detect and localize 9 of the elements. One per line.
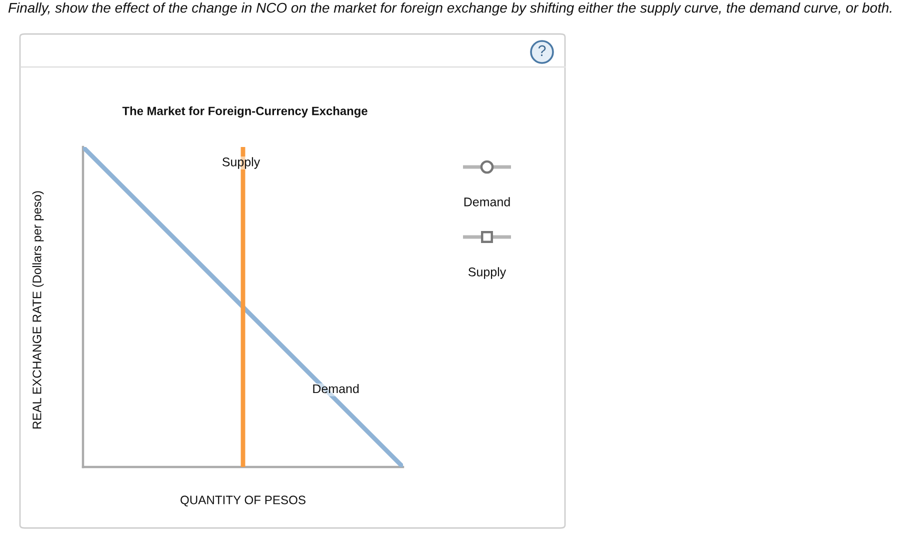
x-axis-title: QUANTITY OF PESOS [180,496,306,506]
text: ? [538,45,546,56]
text: Demand [464,197,510,206]
annotation: Supply [222,157,260,169]
y-axis-title: REAL EXCHANGE RATE (Dollars per peso) [32,191,44,429]
series-label: Demand [313,384,359,394]
text: Finally, show the effect of the change in NCO on the market for foreign exchange by shifting either the supply curve, the demand curve, or both. [8,2,892,16]
chart-title: The Market for Foreign-Currency Exchange [122,106,368,118]
text: Supply [468,267,506,279]
